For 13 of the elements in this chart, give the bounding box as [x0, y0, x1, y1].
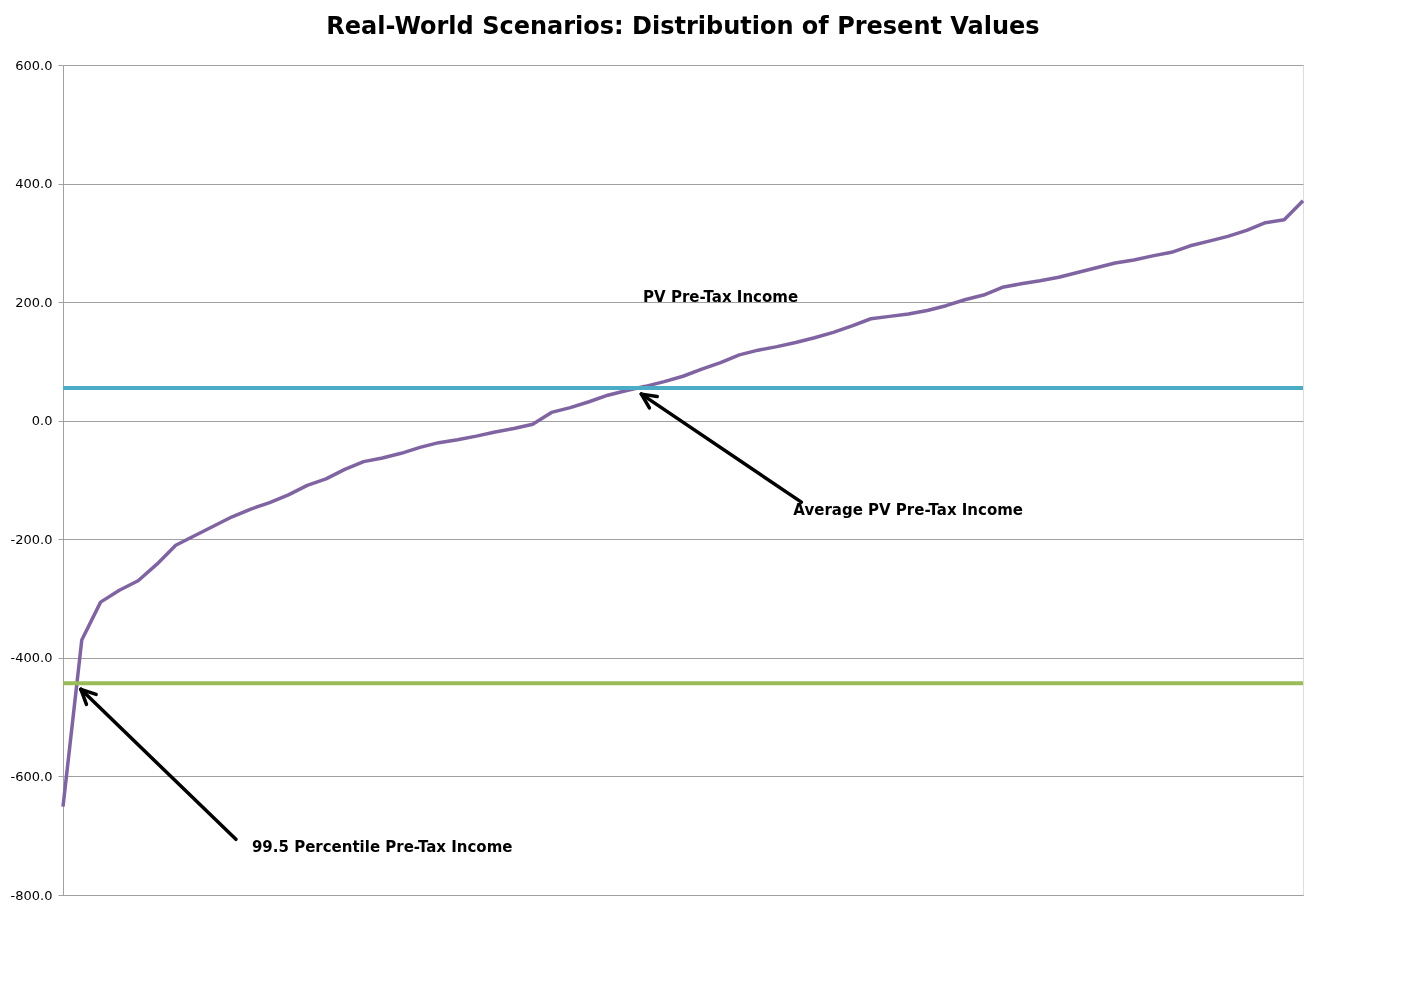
y-tick-label: -200.0	[10, 531, 53, 547]
y-tick-label: 0.0	[31, 413, 53, 429]
y-tick-label: -800.0	[10, 887, 53, 903]
ref-line-label: 99.5 Percentile Pre-Tax Income	[251, 838, 513, 857]
ref-line-label: Average PV Pre-Tax Income	[793, 501, 1024, 520]
text: PV Pre-Tax Income	[643, 288, 799, 307]
y-tick-label: -400.0	[10, 650, 53, 666]
y-tick-label: -600.0	[10, 768, 53, 784]
y-tick-label: 200.0	[15, 294, 53, 310]
chart-title: Real-World Scenarios: Distribution of Present Values	[326, 12, 1040, 40]
line-series	[61, 199, 1305, 809]
y-tick-label: 600.0	[15, 57, 53, 73]
y-tick-label: 400.0	[15, 176, 53, 192]
